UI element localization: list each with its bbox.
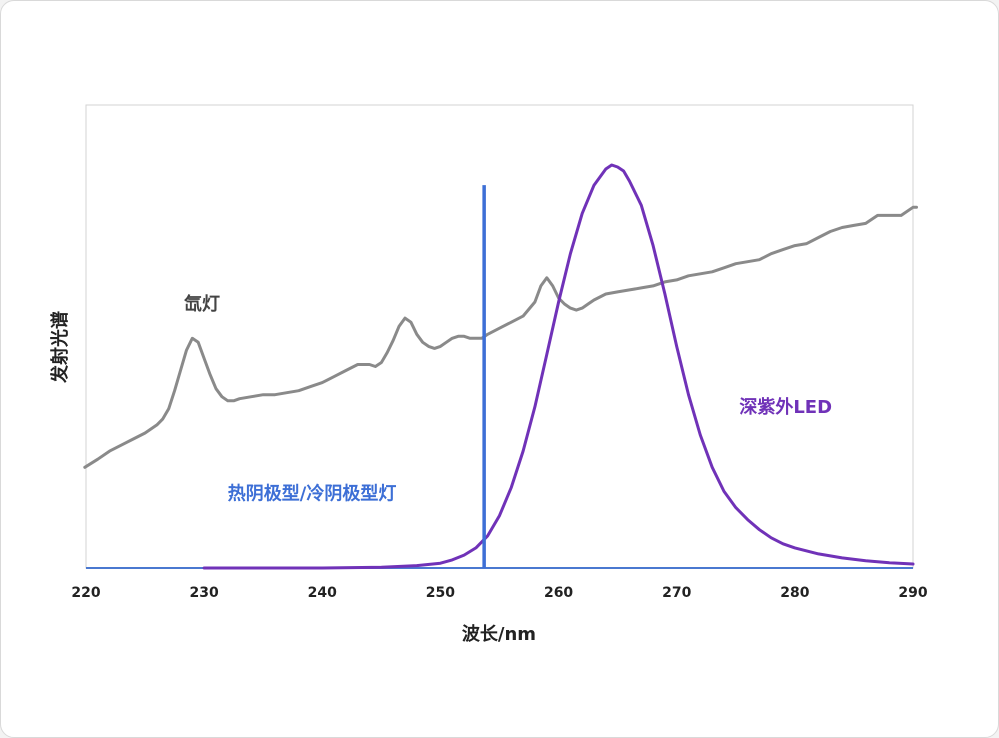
x-tick-220: 220 <box>71 585 100 601</box>
x-tick-290: 290 <box>898 585 927 601</box>
series-label-2: 热阴极型/冷阴极型灯 <box>228 482 397 504</box>
x-tick-260: 260 <box>544 585 573 601</box>
series-line-led <box>202 163 915 570</box>
series-line-xenon <box>83 205 918 469</box>
plot-area <box>85 104 914 569</box>
y-axis-title: 发射光谱 <box>49 311 71 384</box>
x-tick-280: 280 <box>780 585 809 601</box>
x-axis-title: 波长/nm <box>462 623 536 645</box>
series-lines <box>83 163 918 570</box>
x-tick-230: 230 <box>190 585 219 601</box>
series-label-1: 深紫外LED <box>739 396 832 418</box>
x-tick-250: 250 <box>426 585 455 601</box>
series-label-0: 氙灯 <box>184 293 220 315</box>
x-tick-240: 240 <box>308 585 337 601</box>
x-tick-270: 270 <box>662 585 691 601</box>
x-tick-labels: 220 230 240 250 260 270 280 290 <box>71 585 927 601</box>
